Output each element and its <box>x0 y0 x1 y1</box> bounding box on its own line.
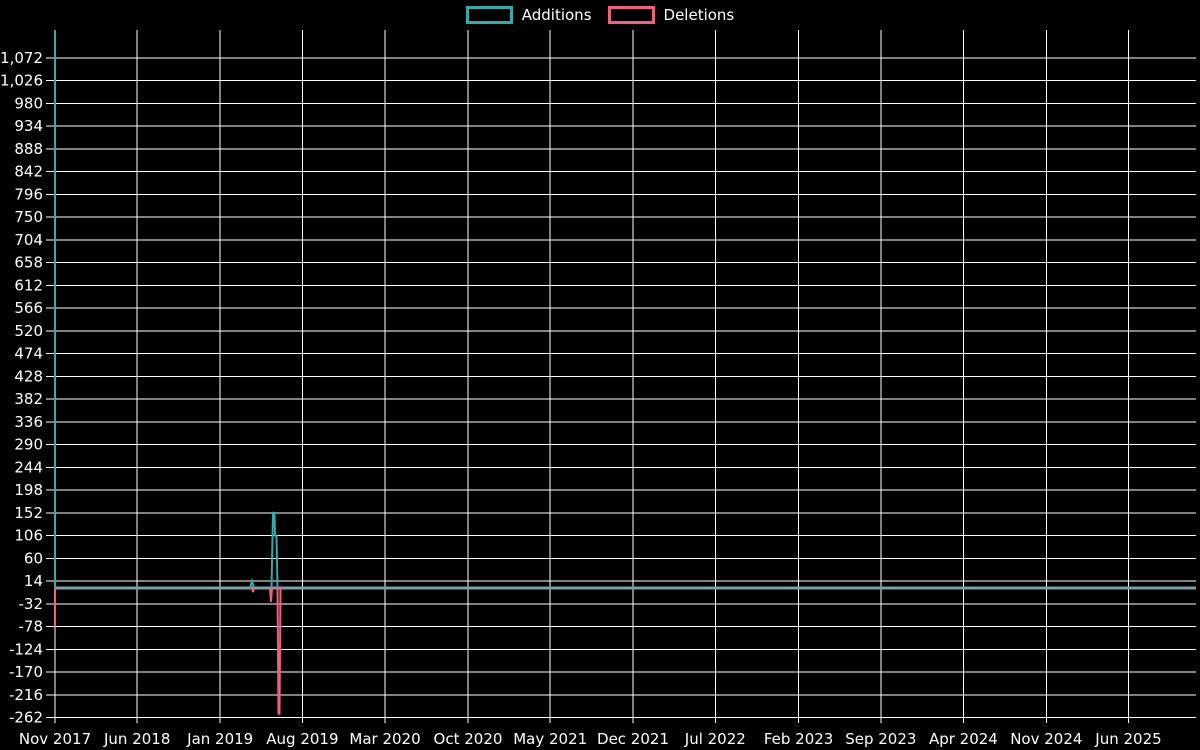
y-tick-label: 612 <box>14 276 43 294</box>
deletions-series-line <box>269 587 273 602</box>
y-tick-label: -216 <box>9 686 43 704</box>
y-tick-label: 106 <box>14 527 43 545</box>
y-tick-label: 980 <box>14 94 43 112</box>
y-tick-label: 290 <box>14 436 43 454</box>
y-tick-label: -78 <box>19 618 44 636</box>
x-tick-label: Nov 2017 <box>19 730 91 748</box>
deletions-series-line <box>276 587 282 715</box>
y-tick-label: 842 <box>14 163 43 181</box>
y-tick-label: 428 <box>14 367 43 385</box>
y-tick-label: -262 <box>9 709 43 727</box>
additions-swatch-icon <box>465 6 513 24</box>
additions-series-line <box>249 577 255 589</box>
x-tick-label: Dec 2021 <box>597 730 669 748</box>
deletions-series-line <box>251 587 255 593</box>
x-tick-label: Sep 2023 <box>845 730 916 748</box>
x-tick-label: Nov 2024 <box>1010 730 1082 748</box>
y-tick-label: 1,072 <box>0 49 43 67</box>
x-tick-label: May 2021 <box>513 730 587 748</box>
deletions-swatch-icon <box>607 6 655 24</box>
legend-label-additions: Additions <box>521 6 592 24</box>
y-tick-label: 14 <box>24 572 43 590</box>
x-tick-label: Feb 2023 <box>764 730 834 748</box>
x-tick-label: Jul 2022 <box>684 730 746 748</box>
y-tick-label: 152 <box>14 504 43 522</box>
y-tick-label: 474 <box>14 345 43 363</box>
x-tick-label: Aug 2019 <box>266 730 338 748</box>
y-tick-label: 888 <box>14 140 43 158</box>
y-tick-label: 750 <box>14 208 43 226</box>
y-tick-label: 520 <box>14 322 43 340</box>
y-tick-label: 336 <box>14 413 43 431</box>
x-tick-label: Oct 2020 <box>434 730 503 748</box>
y-tick-label: 934 <box>14 117 43 135</box>
y-tick-label: 566 <box>14 299 43 317</box>
legend-item-deletions[interactable]: Deletions <box>607 6 735 24</box>
y-tick-label: -170 <box>9 663 43 681</box>
y-tick-label: 704 <box>14 231 43 249</box>
y-tick-label: 60 <box>24 549 43 567</box>
legend-item-additions[interactable]: Additions <box>465 6 592 24</box>
y-tick-label: -124 <box>9 640 43 658</box>
x-tick-label: Mar 2020 <box>349 730 420 748</box>
legend-label-deletions: Deletions <box>663 6 735 24</box>
y-tick-label: 658 <box>14 254 43 272</box>
y-tick-label: 244 <box>14 458 43 476</box>
y-tick-label: 1,026 <box>0 72 43 90</box>
additions-series-line <box>270 511 279 589</box>
chart-legend: Additions Deletions <box>0 6 1200 24</box>
y-tick-label: 198 <box>14 481 43 499</box>
x-tick-label: Jan 2019 <box>186 730 253 748</box>
y-tick-label: -32 <box>19 595 44 613</box>
x-tick-label: Apr 2024 <box>929 730 998 748</box>
x-tick-label: Jun 2025 <box>1094 730 1161 748</box>
x-tick-label: Jun 2018 <box>103 730 170 748</box>
y-tick-label: 796 <box>14 185 43 203</box>
y-tick-label: 382 <box>14 390 43 408</box>
